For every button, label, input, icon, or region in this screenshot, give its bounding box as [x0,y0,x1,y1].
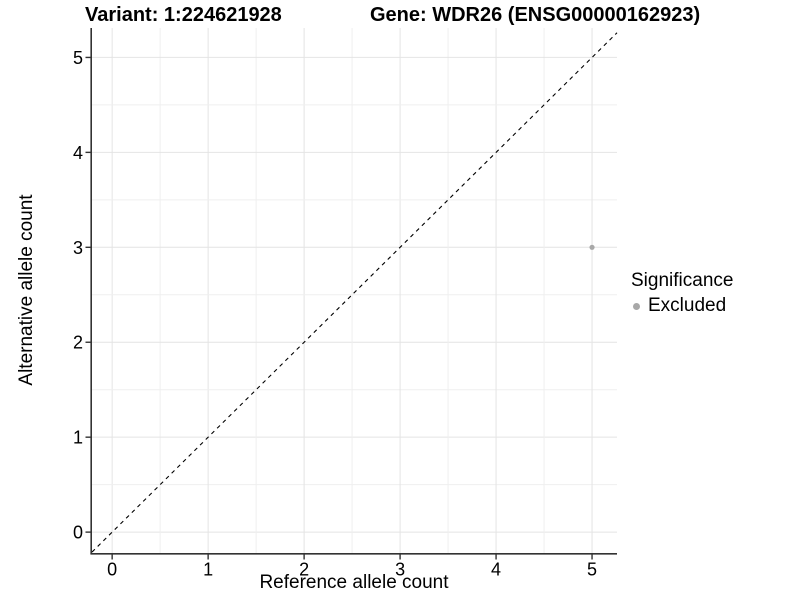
data-point [589,244,595,250]
y-axis-title: Alternative allele count [16,194,37,386]
x-tick-label: 2 [299,560,309,580]
x-tick-label: 1 [203,560,213,580]
x-tick-label: 4 [491,560,501,580]
y-tick-label: 1 [73,428,83,448]
y-tick-label: 0 [73,523,83,543]
identity-reference-line [91,32,618,553]
x-axis-title: Reference allele count [259,572,449,593]
y-tick-label: 5 [73,48,83,68]
legend-item-label: Excluded [648,295,727,316]
y-tick-label: 4 [73,143,83,163]
x-tick-label: 3 [395,560,405,580]
legend-item-excluded: Excluded [631,295,733,317]
variant-title: Variant: 1:224621928 [85,4,282,26]
legend-title: Significance [631,270,734,291]
x-tick-label: 5 [587,560,597,580]
gene-title: Gene: WDR26 (ENSG00000162923) [370,4,701,26]
x-tick-label: 0 [107,560,117,580]
legend: Significance Excluded [631,270,733,317]
excluded-swatch-icon [633,302,640,310]
y-tick-label: 2 [73,333,83,353]
y-tick-label: 3 [73,238,83,258]
